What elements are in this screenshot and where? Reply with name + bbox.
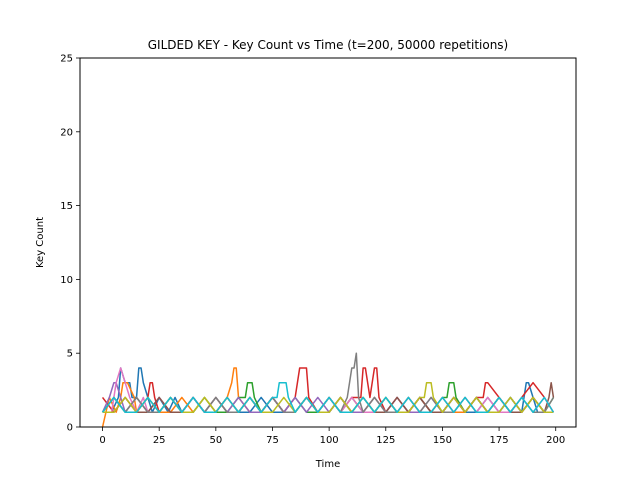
y-tick-label: 5 bbox=[67, 349, 73, 360]
x-tick-label: 125 bbox=[376, 435, 395, 446]
x-tick-label: 150 bbox=[433, 435, 452, 446]
y-tick-label: 25 bbox=[60, 54, 73, 65]
x-tick-label: 25 bbox=[153, 435, 166, 446]
y-axis-label: Key Count bbox=[35, 217, 46, 268]
y-tick-label: 10 bbox=[60, 275, 73, 286]
chart-title: GILDED KEY - Key Count vs Time (t=200, 5… bbox=[148, 38, 509, 52]
x-tick-label: 50 bbox=[209, 435, 222, 446]
plot-lines bbox=[101, 352, 555, 428]
y-axis-ticks: 0 5 10 15 20 25 bbox=[60, 54, 80, 434]
x-axis-label: Time bbox=[315, 459, 340, 470]
x-tick-label: 200 bbox=[546, 435, 565, 446]
x-tick-label: 175 bbox=[490, 435, 509, 446]
x-axis-ticks: 0 25 50 75 100 125 150 175 200 bbox=[99, 427, 565, 446]
x-tick-label: 75 bbox=[266, 435, 279, 446]
y-tick-label: 0 bbox=[67, 423, 73, 434]
series-line-10 bbox=[101, 381, 555, 413]
y-tick-label: 20 bbox=[60, 127, 73, 138]
y-tick-label: 15 bbox=[60, 201, 73, 212]
series-line-9 bbox=[102, 381, 554, 413]
plot-frame bbox=[79, 57, 577, 428]
x-tick-label: 100 bbox=[320, 435, 339, 446]
x-tick-label: 0 bbox=[99, 435, 105, 446]
